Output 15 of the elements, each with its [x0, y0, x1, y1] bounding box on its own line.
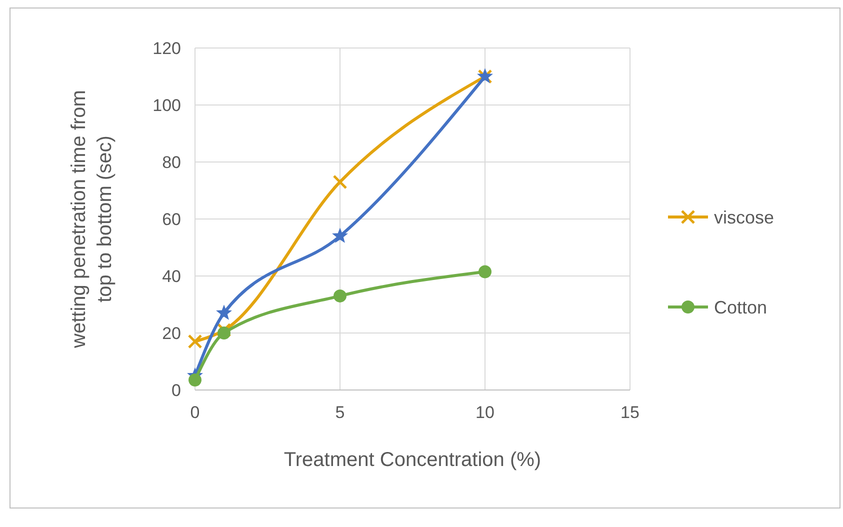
- y-tick-label: 40: [162, 266, 181, 286]
- y-tick-label: 80: [162, 152, 181, 172]
- x-tick-label: 5: [335, 403, 345, 422]
- x-axis-title: Treatment Concentration (%): [284, 449, 542, 471]
- y-tick-label: 20: [162, 324, 181, 343]
- y-tick-label: 120: [152, 38, 181, 58]
- legend-label: Cotton: [714, 297, 768, 318]
- y-axis-title: wetting penetration time from top to bottom (sec): [68, 90, 116, 349]
- x-tick-label: 10: [476, 403, 494, 422]
- y-tick-label: 0: [172, 380, 181, 400]
- legend-label: viscose: [714, 207, 774, 228]
- y-tick-label: 60: [162, 210, 181, 229]
- y-tick-label: 100: [152, 96, 181, 115]
- x-tick-label: 0: [190, 403, 200, 422]
- x-tick-label: 15: [620, 403, 640, 422]
